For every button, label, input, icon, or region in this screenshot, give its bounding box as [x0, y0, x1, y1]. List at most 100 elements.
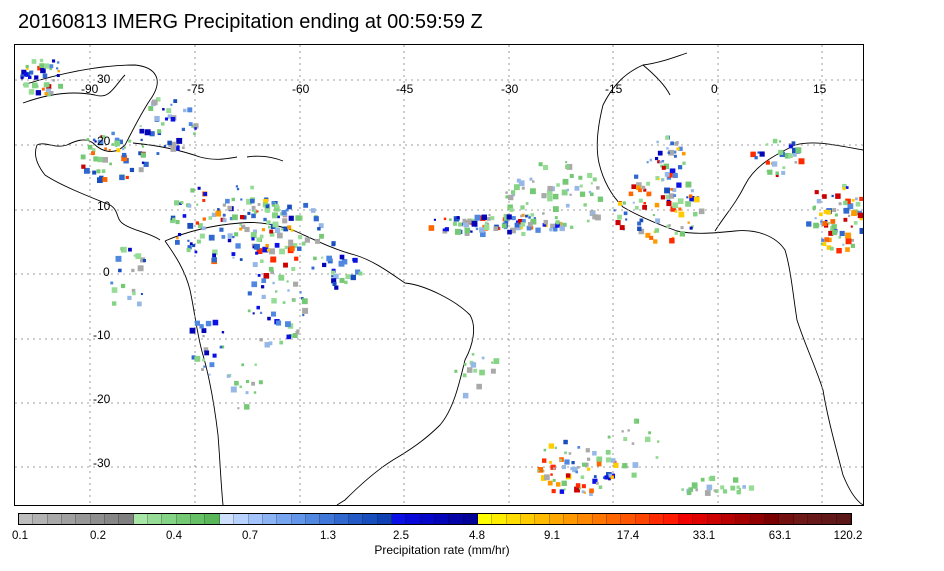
precip-cell	[170, 141, 177, 148]
precip-cell	[845, 198, 851, 205]
precip-cell	[642, 204, 648, 210]
precip-cell	[196, 239, 201, 244]
precip-cell	[464, 227, 471, 234]
precip-cell	[101, 169, 106, 173]
precip-cell	[481, 214, 487, 220]
precip-cell	[45, 88, 51, 94]
precip-cell	[831, 194, 834, 198]
precip-cell	[638, 198, 643, 203]
precip-cell	[138, 151, 143, 156]
precip-cell	[291, 267, 296, 271]
precip-cell	[855, 201, 861, 207]
precip-cell	[530, 213, 535, 217]
gulf-coast	[22, 74, 126, 104]
precip-cell	[657, 160, 661, 164]
precip-cell	[252, 229, 258, 234]
precip-cell	[247, 309, 251, 313]
precip-cell	[139, 128, 145, 134]
precip-cell	[473, 368, 478, 373]
precip-cell	[226, 374, 231, 378]
precip-cell	[788, 144, 793, 149]
precip-cell	[212, 353, 217, 358]
colorbar-swatch	[262, 514, 278, 524]
precip-cell	[167, 114, 172, 119]
precip-cell	[282, 301, 286, 304]
precip-cell	[513, 184, 520, 191]
precip-cell	[99, 175, 104, 181]
precip-cell	[120, 247, 124, 251]
colorbar-swatch	[707, 514, 722, 524]
precip-cell	[732, 477, 739, 483]
precip-cell	[319, 233, 324, 239]
precip-cell	[565, 161, 568, 164]
precip-cell	[108, 149, 111, 152]
precip-cell	[208, 216, 213, 220]
precip-cell	[678, 211, 685, 218]
colorbar-swatch	[449, 514, 464, 524]
precip-cell	[202, 358, 205, 362]
precip-cell	[119, 174, 125, 181]
precip-cell	[251, 243, 254, 246]
precip-cell	[176, 137, 183, 144]
precip-cell	[663, 163, 670, 170]
precip-cell	[269, 232, 275, 237]
precip-cell	[28, 75, 32, 79]
colorbar-swatch	[650, 514, 665, 524]
precip-cell	[221, 235, 226, 239]
precip-cell	[561, 480, 567, 486]
precip-cell	[847, 214, 851, 218]
precip-cell	[123, 146, 126, 149]
precip-cell	[227, 238, 232, 243]
precip-cell	[646, 191, 652, 197]
precip-cell	[659, 160, 663, 164]
colorbar-tick: 33.1	[692, 530, 716, 542]
precip-cell	[287, 225, 292, 230]
precip-cell	[267, 316, 271, 321]
precip-cell	[584, 462, 589, 467]
precip-cell	[579, 191, 586, 197]
precip-cell	[331, 275, 334, 278]
precip-cell	[339, 254, 345, 260]
precip-cell	[631, 442, 635, 445]
precip-cell	[670, 206, 676, 212]
precip-cell	[521, 213, 525, 217]
precip-cell	[168, 144, 172, 148]
precip-cell	[529, 188, 536, 195]
precip-cell	[203, 365, 206, 368]
precip-cell	[302, 307, 309, 314]
precip-cell	[664, 171, 670, 177]
precip-cell	[656, 140, 659, 144]
precip-cell	[256, 305, 260, 310]
precip-cell	[443, 217, 447, 221]
precip-cell	[653, 239, 658, 244]
lon-label: 15	[813, 82, 827, 96]
precip-cell	[806, 221, 812, 227]
precip-cell	[685, 201, 691, 207]
lon-label: 0	[711, 82, 718, 96]
precip-cell	[655, 456, 659, 459]
precip-cell	[644, 436, 651, 443]
precip-cell	[91, 148, 96, 152]
precip-cell	[212, 253, 216, 258]
precip-cell	[234, 380, 239, 386]
precip-cell	[822, 242, 827, 246]
precip-cell	[299, 291, 302, 294]
precip-cell	[511, 190, 516, 195]
precip-cell	[720, 485, 725, 490]
precip-cell	[767, 169, 773, 175]
precip-cell	[313, 256, 317, 261]
precip-cell	[186, 248, 191, 253]
precip-cell	[554, 446, 558, 450]
precip-cell	[322, 262, 327, 268]
precip-cell	[681, 151, 686, 156]
precip-cell	[199, 233, 205, 239]
colorbar-swatch	[119, 514, 134, 524]
precip-cell	[670, 141, 675, 146]
precip-cell	[775, 171, 779, 175]
precip-cell	[666, 224, 670, 228]
precip-cell	[674, 231, 678, 235]
precip-cell	[566, 188, 570, 192]
precip-cell	[148, 106, 154, 111]
precip-cell	[144, 129, 151, 136]
precip-cell	[196, 203, 199, 206]
